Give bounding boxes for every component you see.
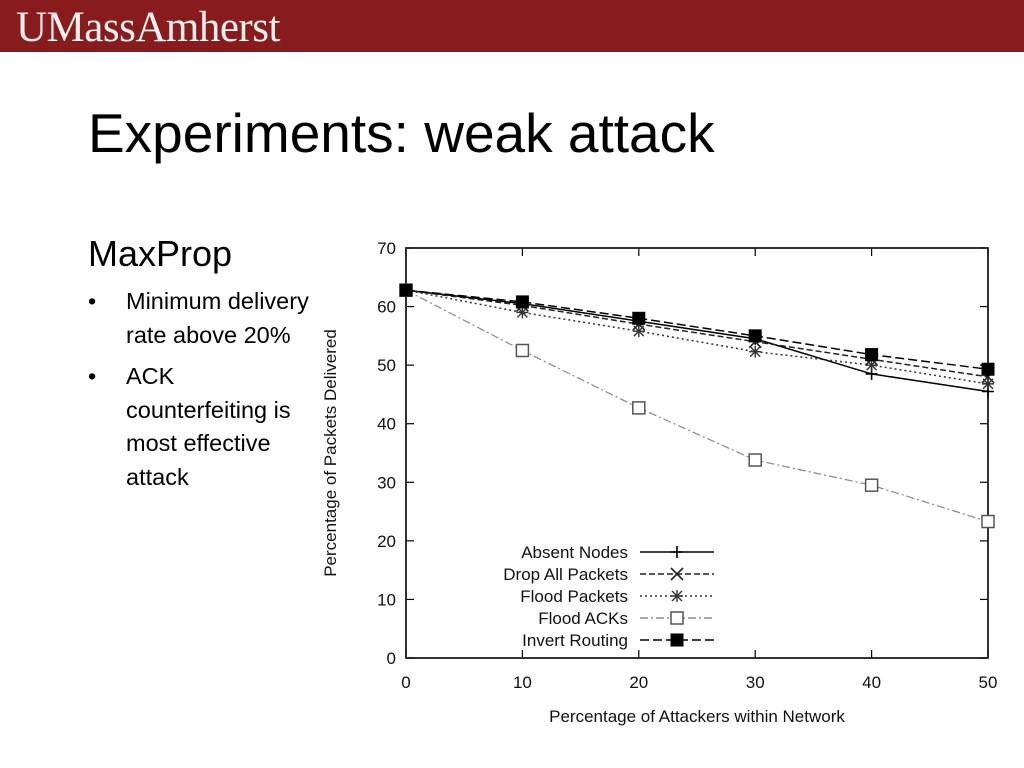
- y-tick-label: 30: [377, 473, 396, 492]
- x-tick-label: 10: [513, 673, 532, 692]
- bullet-item: • Minimum delivery rate above 20%: [88, 285, 318, 352]
- data-point: [399, 283, 413, 297]
- delivery-line-chart: 0 10 20 30 40 50 60 70 0 10 20 30 40 50 Percentage of …: [321, 239, 998, 726]
- y-axis-label: Percentage of Packets Delivered: [321, 329, 340, 577]
- plot-frame: [405, 247, 989, 659]
- data-point: [981, 514, 995, 529]
- data-point: [748, 329, 762, 343]
- data-point: [865, 348, 879, 362]
- header-banner: UMassAmherst: [0, 0, 1024, 52]
- data-point: [748, 453, 762, 467]
- y-tick-label: 0: [387, 649, 396, 668]
- x-tick-label: 20: [629, 673, 648, 692]
- legend-marker: [670, 611, 684, 625]
- data-point: [864, 478, 879, 492]
- data-point: [515, 295, 529, 309]
- legend-marker: [671, 546, 683, 558]
- umass-amherst-logo: UMassAmherst: [16, 4, 280, 51]
- legend-marker: [671, 590, 683, 602]
- series-line-3: [405, 289, 989, 523]
- bullet-text: ACK counterfeiting is most effective att…: [126, 363, 291, 490]
- data-point: [981, 362, 995, 376]
- data-point: [516, 306, 529, 319]
- bullet-list: • Minimum delivery rate above 20% • ACK …: [88, 285, 318, 502]
- data-point: [515, 343, 530, 358]
- series-line-1: [405, 289, 989, 378]
- y-tick-label: 40: [377, 415, 396, 434]
- bullet-dot: •: [88, 363, 97, 389]
- data-point: [632, 325, 645, 338]
- legend-label: Drop All Packets: [503, 565, 628, 584]
- slide-title: Experiments: weak attack: [88, 102, 715, 164]
- x-tick-label: 0: [401, 673, 410, 692]
- legend-label: Invert Routing: [522, 631, 628, 650]
- data-point: [749, 345, 762, 358]
- data-point: [632, 311, 646, 325]
- x-tick-label: 40: [862, 673, 881, 692]
- x-axis-label: Percentage of Attackers within Network: [549, 707, 845, 726]
- y-tick-label: 70: [377, 239, 396, 258]
- legend-marker: [670, 567, 684, 581]
- x-tick-label: 30: [746, 673, 765, 692]
- series-line-0: [405, 289, 989, 393]
- data-point: [632, 401, 646, 415]
- y-tick-label: 10: [377, 590, 396, 609]
- y-tick-label: 50: [377, 356, 396, 375]
- legend-label: Absent Nodes: [521, 543, 628, 562]
- legend-label: Flood ACKs: [538, 609, 628, 628]
- series-line-2: [405, 289, 989, 385]
- data-point: [982, 377, 994, 390]
- bullet-dot: •: [88, 288, 97, 314]
- series-line-4: [405, 289, 989, 370]
- bullet-text: Minimum delivery rate above 20%: [126, 288, 309, 348]
- bullet-item: • ACK counterfeiting is most effective a…: [88, 360, 318, 494]
- data-point: [865, 359, 878, 372]
- slide-subtitle: MaxProp: [88, 233, 233, 274]
- y-tick-label: 20: [377, 532, 396, 551]
- x-tick-label: 50: [979, 673, 998, 692]
- legend-label: Flood Packets: [520, 587, 628, 606]
- legend-marker: [670, 633, 684, 647]
- y-tick-label: 60: [377, 298, 396, 317]
